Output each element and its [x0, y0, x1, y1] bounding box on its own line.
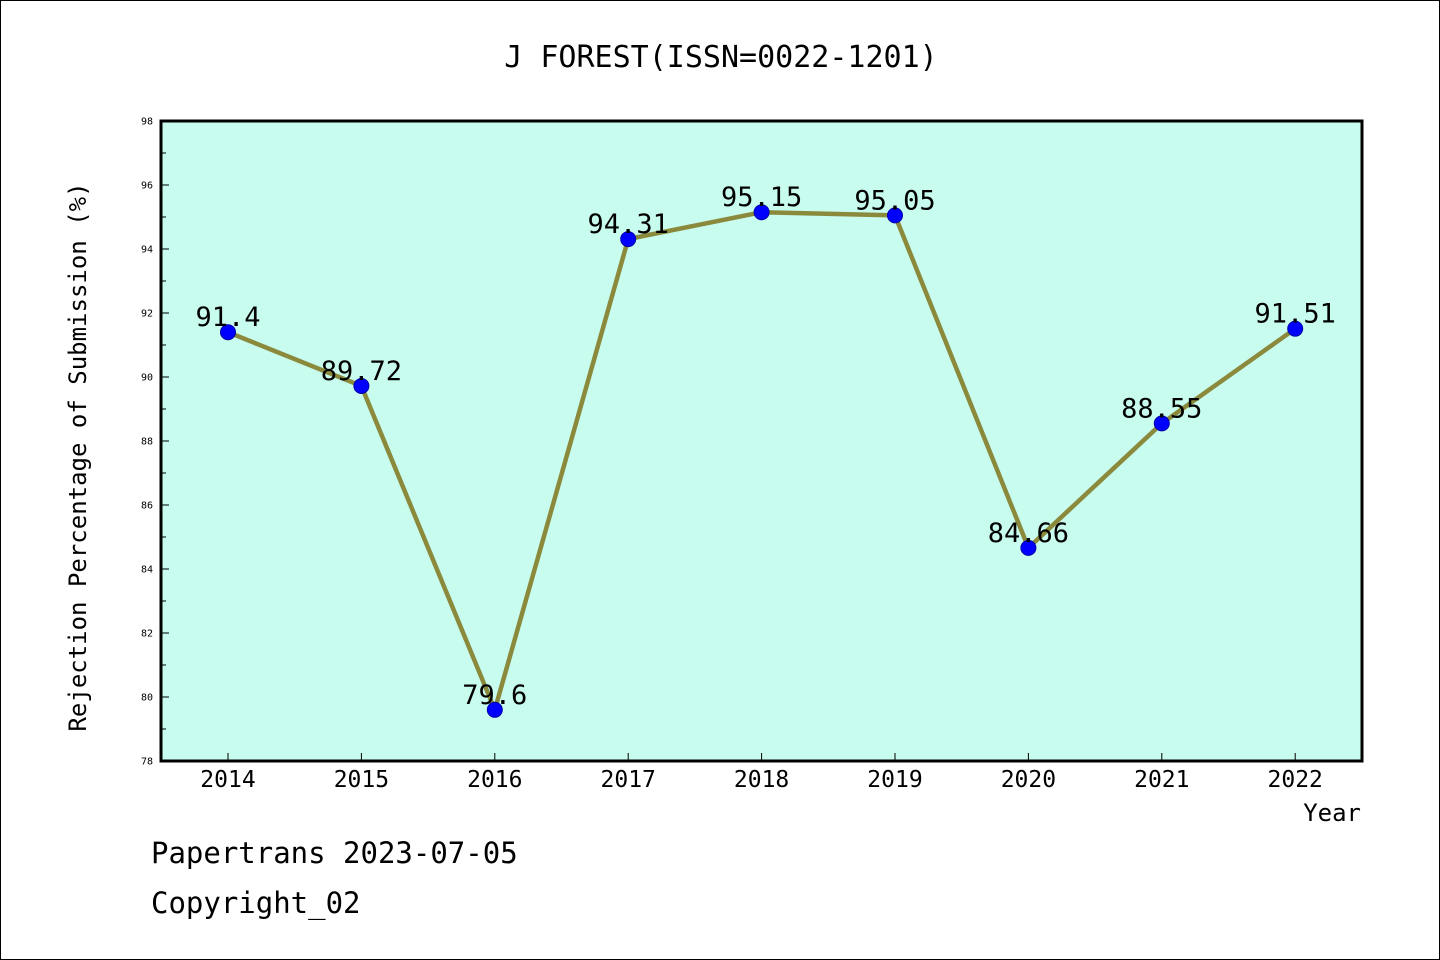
data-point [486, 701, 503, 718]
x-tick-label: 2016 [467, 767, 522, 793]
data-label: 88.55 [1121, 393, 1202, 424]
y-tick-label: 98 [141, 117, 153, 128]
y-tick-label: 92 [141, 309, 153, 320]
data-label: 91.51 [1255, 299, 1336, 330]
data-label: 84.66 [988, 518, 1069, 549]
y-tick-label: 88 [141, 437, 153, 448]
x-tick-label: 2021 [1134, 767, 1189, 793]
chart-title: J FOREST(ISSN=0022-1201) [504, 40, 937, 75]
x-axis-label: Year [1303, 799, 1361, 827]
x-tick-label: 2015 [334, 767, 389, 793]
data-point [1020, 539, 1037, 556]
data-point [220, 324, 236, 341]
plot-area [159, 119, 1364, 763]
y-axis-label: Rejection Percentage of Submission (%) [64, 182, 92, 731]
data-point [753, 204, 770, 221]
footer-date: Papertrans 2023-07-05 [151, 836, 518, 870]
footer-copyright: Copyright_02 [151, 886, 361, 920]
data-point [887, 207, 903, 224]
data-label: 91.4 [195, 302, 260, 333]
data-point [620, 231, 637, 248]
y-tick-label: 94 [141, 245, 153, 256]
y-tick-label: 84 [141, 565, 153, 576]
y-tick-label: 78 [141, 757, 153, 768]
data-point [353, 377, 370, 394]
x-tick-label: 2019 [867, 767, 922, 793]
data-point [1153, 415, 1170, 432]
x-tick-label: 2018 [734, 767, 789, 793]
y-tick-label: 80 [141, 693, 153, 704]
x-tick-label: 2014 [200, 767, 255, 793]
y-tick-label: 96 [141, 181, 153, 192]
y-tick-label: 90 [141, 373, 153, 384]
data-point [1287, 320, 1304, 337]
data-label: 79.6 [462, 680, 527, 711]
data-label: 89.72 [321, 356, 402, 387]
data-label: 95.05 [854, 185, 935, 216]
x-tick-label: 2022 [1268, 767, 1323, 793]
data-label: 94.31 [588, 209, 669, 240]
y-tick-label: 82 [141, 629, 153, 640]
x-tick-label: 2017 [601, 767, 656, 793]
y-tick-label: 86 [141, 501, 153, 512]
x-tick-label: 2020 [1001, 767, 1056, 793]
data-label: 95.15 [721, 182, 802, 213]
